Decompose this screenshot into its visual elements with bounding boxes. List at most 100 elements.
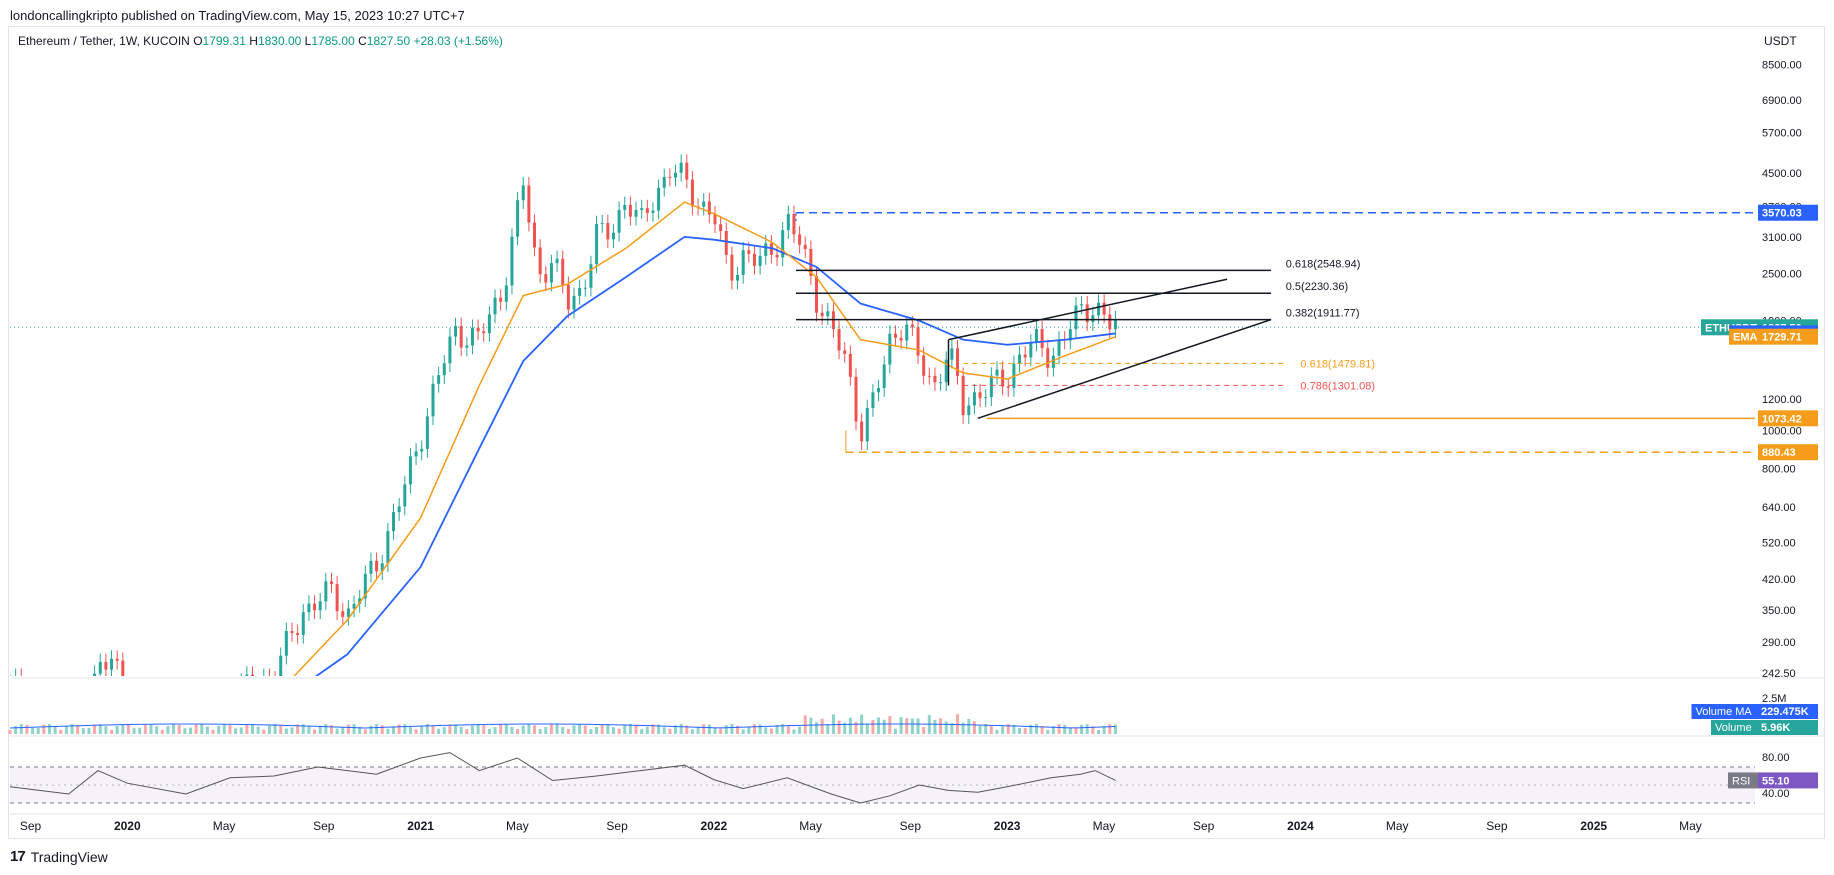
rsi-line <box>9 752 1116 804</box>
volume-bar <box>70 724 74 734</box>
candle-body <box>1051 355 1055 368</box>
close-value: 1827.50 <box>366 34 411 48</box>
candle-body <box>262 677 265 691</box>
volume-bar <box>414 729 418 734</box>
volume-bar <box>865 724 869 734</box>
volume-tag-value: 5.96K <box>1761 722 1790 734</box>
candle-body <box>1029 342 1033 358</box>
volume-bar <box>764 727 768 734</box>
volume-bar <box>93 724 97 734</box>
candle-body <box>487 314 491 334</box>
volume-bar <box>1074 727 1078 734</box>
candle-body <box>657 187 661 211</box>
candle-body <box>138 725 141 728</box>
price-tag <box>1758 444 1818 461</box>
candle-body <box>408 456 412 485</box>
candle-body <box>775 254 779 258</box>
candle-body <box>860 421 864 442</box>
volume-bar <box>1063 724 1067 734</box>
time-axis-label: May <box>799 819 822 833</box>
volume-bar <box>611 727 615 734</box>
price-tag-value: 1073.42 <box>1762 413 1802 425</box>
volume-bar <box>8 730 12 734</box>
candle-body <box>1023 354 1027 358</box>
candle-body <box>730 254 734 281</box>
volume-bar <box>758 724 762 734</box>
candle-body <box>956 348 960 376</box>
candle-body <box>9 683 12 690</box>
candle-body <box>820 312 824 317</box>
volume-bar <box>324 724 328 734</box>
volume-bar <box>172 724 176 734</box>
volume-bar <box>403 724 407 734</box>
volume-bar <box>595 726 599 734</box>
volume-bar <box>341 727 345 734</box>
volume-bar <box>549 724 553 734</box>
volume-bar <box>211 729 215 734</box>
time-axis-label: May <box>213 819 236 833</box>
price-tick-label: 2500.00 <box>1762 269 1802 281</box>
candle-body <box>736 274 740 281</box>
candle-body <box>877 388 881 393</box>
candle-body <box>98 661 102 674</box>
volume-bar <box>115 725 119 734</box>
price-tick-label: 640.00 <box>1762 502 1796 514</box>
time-axis-label: 2025 <box>1580 819 1607 833</box>
volume-bar <box>14 726 18 734</box>
candle-body <box>104 661 108 670</box>
volume-bar <box>454 724 458 734</box>
volume-bar <box>826 725 830 734</box>
candle-body <box>668 176 672 178</box>
volume-bar <box>956 714 960 734</box>
volume-bar <box>1057 724 1061 734</box>
candle-body <box>504 285 508 302</box>
candle-body <box>606 223 610 240</box>
candle-body <box>707 201 711 215</box>
candle-body <box>279 655 283 676</box>
candle-body <box>764 243 768 256</box>
candle-body <box>826 311 830 317</box>
candle-body <box>1018 354 1022 364</box>
volume-tick-label: 2.5M <box>1762 693 1786 705</box>
candle-body <box>967 405 971 416</box>
volume-bar <box>752 724 756 734</box>
volume-bar <box>126 724 130 734</box>
volume-bar <box>1051 726 1055 734</box>
candle-body <box>595 224 599 265</box>
candle-body <box>324 581 328 602</box>
time-axis-label: Sep <box>900 819 922 833</box>
price-tick-label: 1200.00 <box>1762 394 1802 406</box>
price-tag <box>1758 328 1818 345</box>
volume-bar <box>53 726 57 734</box>
candle-body <box>363 573 367 599</box>
candle-body <box>662 176 666 188</box>
footer: 17 TradingView <box>10 848 108 865</box>
volume-bar <box>465 729 469 734</box>
time-axis-label: Sep <box>1193 819 1215 833</box>
candle-body <box>600 223 604 225</box>
volume-bar <box>815 722 819 734</box>
volume-bar <box>566 728 570 734</box>
candle-body <box>527 185 531 223</box>
volume-bar <box>386 728 390 734</box>
candle-body <box>234 705 237 707</box>
candle-body <box>927 375 931 377</box>
candle-body <box>1068 329 1072 341</box>
volume-bar <box>459 726 463 734</box>
candle-body <box>809 248 813 277</box>
volume-bar <box>572 725 576 734</box>
volume-bar <box>369 725 373 734</box>
candle-body <box>369 560 373 574</box>
volume-bar <box>939 718 943 734</box>
publish-info: londoncallingkripto published on Trading… <box>10 8 465 23</box>
volume-bar <box>719 728 723 734</box>
close-label: C <box>358 34 367 48</box>
candle-body <box>482 331 486 334</box>
candle-body <box>758 255 762 266</box>
volume-bar <box>882 719 886 734</box>
candle-body <box>724 231 728 255</box>
candle-body <box>307 603 311 613</box>
candle-body <box>397 506 401 513</box>
volume-bar <box>392 727 396 734</box>
